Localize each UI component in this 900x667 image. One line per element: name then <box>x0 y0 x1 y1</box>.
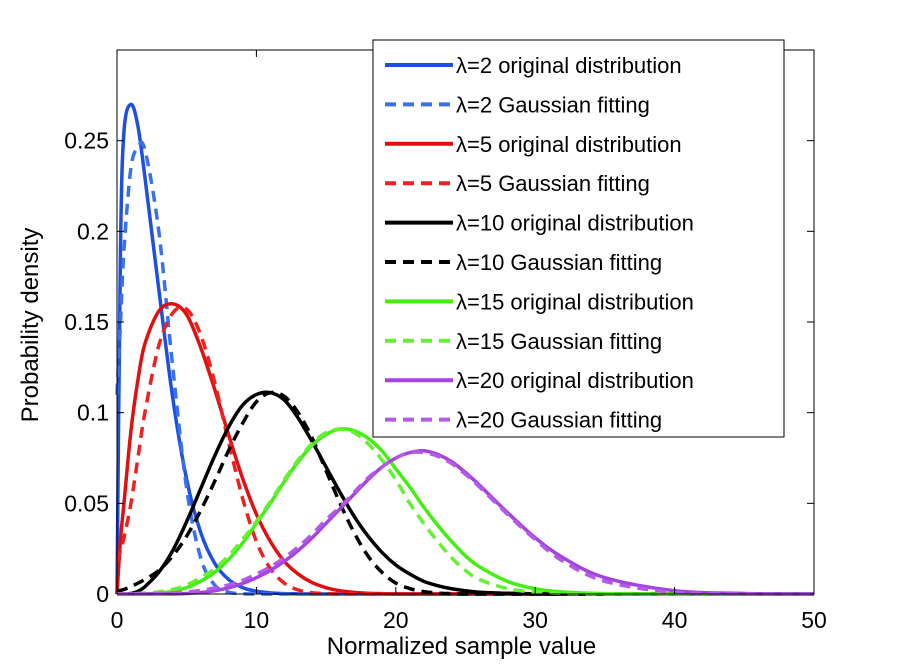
legend-label: λ=5 Gaussian fitting <box>456 171 650 196</box>
x-axis-title: Normalized sample value <box>327 633 596 660</box>
legend-label: λ=15 original distribution <box>456 289 694 314</box>
legend-label: λ=15 Gaussian fitting <box>456 329 662 354</box>
series-line <box>117 450 814 596</box>
legend-label: λ=2 Gaussian fitting <box>456 92 650 117</box>
y-axis-title: Probability density <box>17 228 44 423</box>
x-tick-label: 30 <box>522 607 548 633</box>
y-tick-label: 0.25 <box>64 128 109 154</box>
legend-label: λ=20 original distribution <box>456 368 694 393</box>
y-tick-label: 0.2 <box>77 218 109 244</box>
legend: λ=2 original distribution λ=2 Gaussian fi… <box>372 39 785 438</box>
legend-label: λ=10 Gaussian fitting <box>456 250 662 275</box>
legend-label: λ=20 Gaussian fitting <box>456 408 662 433</box>
x-tick-label: 50 <box>801 607 827 633</box>
y-tick-label: 0.05 <box>64 490 109 516</box>
legend-label: λ=2 original distribution <box>456 53 682 78</box>
y-tick-label: 0 <box>96 581 109 607</box>
legend-label: λ=10 original distribution <box>456 211 694 236</box>
legend-label: λ=5 original distribution <box>456 132 682 157</box>
y-tick-label: 0.15 <box>64 309 109 335</box>
x-tick-label: 0 <box>111 607 124 633</box>
y-tick-label: 0.1 <box>77 400 109 426</box>
x-tick-label: 10 <box>244 607 270 633</box>
x-tick-label: 20 <box>383 607 409 633</box>
x-tick-label: 40 <box>662 607 688 633</box>
